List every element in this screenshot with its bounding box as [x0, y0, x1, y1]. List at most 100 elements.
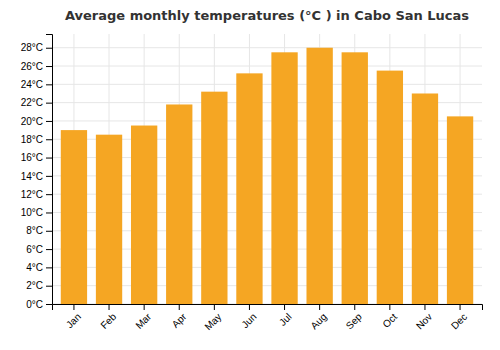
tick-label: 12°C [21, 189, 43, 200]
tick-mark [46, 304, 52, 305]
tick: Apr [170, 304, 189, 330]
tick-label: Feb [98, 311, 118, 331]
tick-mark [214, 304, 215, 310]
tick-mark [424, 304, 425, 310]
tick-mark [46, 267, 52, 268]
y-axis: 0°C 2°C 4°C 6°C 8°C 10°C 12°C 14°C 16°C 18°C 20°C 2… [21, 35, 53, 310]
bar [412, 93, 438, 304]
tick: 16°C [21, 152, 52, 163]
tick: 6°C [26, 244, 52, 255]
plot: 0°C 2°C 4°C 6°C 8°C 10°C 12°C 14°C 16°C 18°C 20°C 2… [21, 34, 483, 332]
grid-line [52, 66, 482, 67]
bar [447, 116, 473, 304]
tick-mark [354, 304, 355, 310]
bar [306, 48, 332, 304]
tick-label: 0°C [26, 299, 43, 310]
tick: Mar [133, 304, 153, 331]
tick-mark [144, 304, 145, 310]
tick-label: 18°C [21, 134, 43, 145]
tick-label: 4°C [26, 262, 43, 273]
tick: 14°C [21, 171, 52, 182]
tick-mark [179, 304, 180, 310]
tick: 18°C [21, 134, 52, 145]
bar [201, 92, 227, 304]
tick-label: 24°C [21, 79, 43, 90]
tick-label: Jun [239, 311, 258, 330]
bar [377, 71, 403, 304]
x-axis: Jan Feb Mar Apr May Jun Jul Aug Sep Oct Nov Dec [53, 304, 483, 332]
tick: 10°C [21, 207, 52, 218]
tick-mark [46, 194, 52, 195]
tick: 2°C [26, 280, 52, 291]
tick-label: Aug [308, 311, 328, 331]
tick-label: 2°C [26, 280, 43, 291]
grid-line [52, 84, 482, 85]
tick-mark [46, 286, 52, 287]
bar [236, 73, 262, 304]
tick: 0°C [26, 299, 52, 310]
bar [61, 130, 87, 304]
tick: Jul [277, 304, 294, 328]
bars [61, 48, 473, 304]
tick: 24°C [21, 79, 52, 90]
tick: 4°C [26, 262, 52, 273]
tick-label: Jul [277, 311, 294, 328]
tick-label: 14°C [21, 171, 43, 182]
tick: May [202, 304, 223, 332]
tick-mark [73, 304, 74, 310]
title: Average monthly temperatures (°C ) in Ca… [65, 8, 469, 23]
tick-mark [46, 249, 52, 250]
tick-mark [46, 103, 52, 104]
tick: 22°C [21, 97, 52, 108]
tick-label: Sep [344, 311, 365, 332]
tick: 12°C [21, 189, 52, 200]
grid-line [52, 47, 482, 48]
tick-label: 20°C [21, 116, 43, 127]
tick-mark [46, 84, 52, 85]
tick: 28°C [21, 42, 52, 53]
bar [271, 52, 297, 304]
tick: Aug [308, 304, 328, 331]
bar [166, 104, 192, 304]
grid [52, 34, 482, 304]
tick-label: Oct [380, 311, 399, 330]
tick-mark [460, 304, 461, 310]
tick-label: 22°C [21, 97, 43, 108]
tick-mark [284, 304, 285, 310]
tick-label: 28°C [21, 42, 43, 53]
tick: Dec [449, 304, 469, 331]
tick-label: 26°C [21, 61, 43, 72]
tick-label: 6°C [26, 244, 43, 255]
tick-mark [46, 66, 52, 67]
tick: Jan [64, 304, 83, 330]
tick-label: 16°C [21, 152, 43, 163]
tick-label: 8°C [26, 225, 43, 236]
chart: 0°C 2°C 4°C 6°C 8°C 10°C 12°C 14°C 16°C 18°C 20°C 2… [0, 0, 500, 350]
tick: Nov [414, 304, 434, 331]
tick-mark [249, 304, 250, 310]
bar [131, 126, 157, 304]
bar [342, 52, 368, 304]
tick-label: May [202, 311, 223, 332]
tick: Oct [380, 304, 399, 330]
tick-mark [46, 121, 52, 122]
bar [96, 135, 122, 304]
tick-label: 10°C [21, 207, 43, 218]
tick-label: Mar [133, 311, 153, 331]
tick: Jun [239, 304, 258, 330]
axis-line [46, 35, 53, 305]
tick-mark [46, 231, 52, 232]
tick: 8°C [26, 225, 52, 236]
tick: Sep [344, 304, 365, 331]
tick: 20°C [21, 116, 52, 127]
tick-mark [46, 158, 52, 159]
tick-label: Nov [414, 311, 434, 331]
tick: Feb [98, 304, 118, 331]
tick-mark [46, 139, 52, 140]
tick-label: Dec [449, 311, 469, 331]
tick-mark [319, 304, 320, 310]
axis-line [53, 305, 483, 311]
tick-mark [46, 48, 52, 49]
tick: 26°C [21, 61, 52, 72]
tick-mark [46, 176, 52, 177]
